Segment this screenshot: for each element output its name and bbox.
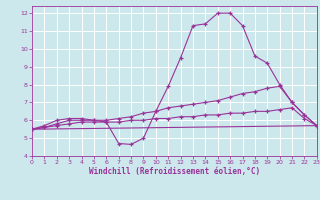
X-axis label: Windchill (Refroidissement éolien,°C): Windchill (Refroidissement éolien,°C) [89,167,260,176]
